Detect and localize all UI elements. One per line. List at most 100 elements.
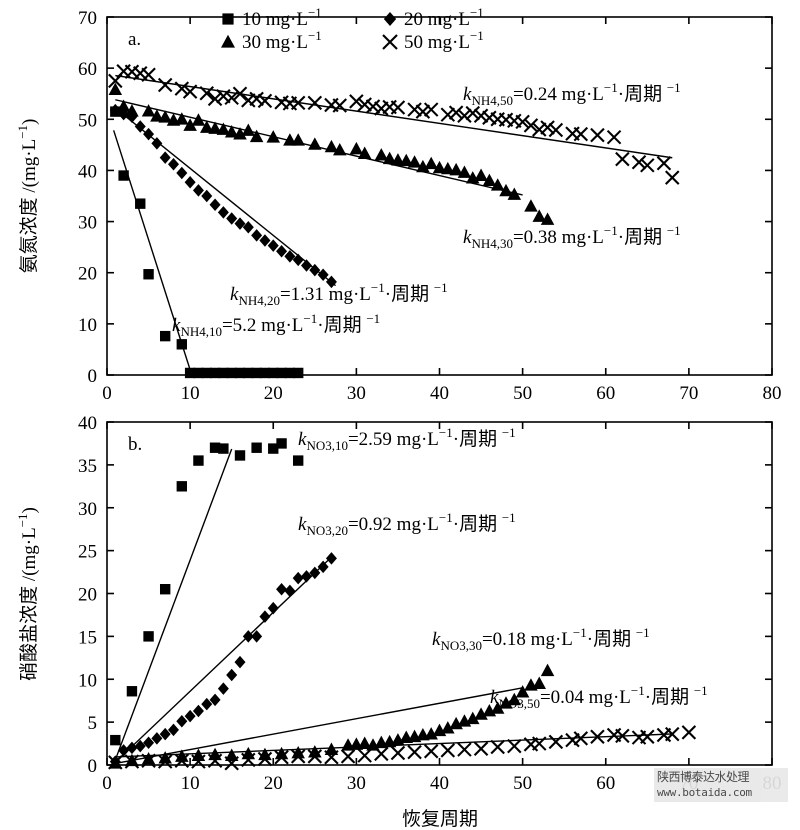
diamond-marker xyxy=(309,566,321,580)
cross-marker xyxy=(640,158,655,173)
x-tick-label: 40 xyxy=(430,383,449,400)
x-tick-label: 60 xyxy=(596,383,615,400)
series-triangle xyxy=(108,82,555,225)
cross-marker xyxy=(332,98,347,113)
triangle-marker xyxy=(333,142,347,156)
y-tick-label: 50 xyxy=(78,110,97,131)
diamond-marker xyxy=(309,263,321,277)
triangle-marker xyxy=(391,153,405,166)
cross-marker xyxy=(473,108,489,123)
legend-square-marker xyxy=(222,13,234,25)
cross-marker xyxy=(407,102,422,117)
diamond-marker xyxy=(242,220,254,234)
x-tick-label: 60 xyxy=(596,773,615,794)
square-marker xyxy=(201,367,212,379)
square-marker xyxy=(268,367,279,379)
triangle-marker xyxy=(524,199,538,212)
cross-marker xyxy=(606,129,622,145)
triangle-marker xyxy=(221,34,235,48)
square-marker xyxy=(118,170,129,181)
cross-marker xyxy=(590,729,605,744)
triangle-marker xyxy=(499,183,513,197)
cross-marker xyxy=(141,67,156,83)
diamond-marker xyxy=(143,127,155,141)
diamond-marker xyxy=(184,175,196,189)
diamond-marker xyxy=(301,570,312,583)
diamond-marker xyxy=(325,275,337,289)
y-tick-label: 25 xyxy=(78,542,97,563)
x-tick-label: 20 xyxy=(264,773,283,794)
y-tick-label: 20 xyxy=(78,264,97,285)
square-marker xyxy=(159,584,171,595)
cross-marker xyxy=(382,34,398,50)
diamond-marker xyxy=(234,655,246,669)
cross-marker xyxy=(374,746,389,762)
cross-marker xyxy=(290,95,306,111)
series-cross xyxy=(108,725,697,771)
cross-marker xyxy=(324,750,339,765)
triangle-marker xyxy=(224,125,239,138)
series-cross xyxy=(108,63,680,185)
square-marker xyxy=(143,269,154,280)
y-axis-title: 硝酸盐浓度 /(mg·L−1) xyxy=(15,507,40,681)
cross-marker xyxy=(191,754,206,769)
triangle-marker xyxy=(158,110,172,123)
diamond-marker xyxy=(267,601,279,615)
triangle-marker xyxy=(490,701,505,714)
triangle-marker xyxy=(532,676,546,689)
triangle-marker xyxy=(441,161,455,175)
cross-marker xyxy=(415,104,431,119)
triangle-marker xyxy=(324,139,339,153)
cross-marker xyxy=(457,742,472,757)
square-marker xyxy=(259,367,271,379)
diamond-marker xyxy=(226,212,238,225)
square-marker xyxy=(126,686,138,697)
triangle-marker xyxy=(274,746,289,760)
square-marker xyxy=(276,438,287,449)
legend-triangle-marker xyxy=(221,34,235,48)
square-marker xyxy=(218,443,229,454)
cross-marker xyxy=(665,726,680,742)
triangle-marker xyxy=(532,209,546,222)
cross-marker xyxy=(540,120,555,135)
legend-label-1: 20 mg·L−1 xyxy=(404,5,484,30)
triangle-marker xyxy=(357,146,372,159)
diamond-marker xyxy=(284,250,296,263)
cross-marker xyxy=(523,118,539,133)
y-tick-label: 0 xyxy=(88,366,98,387)
cross-marker xyxy=(656,156,672,171)
square-marker xyxy=(251,367,262,379)
square-marker xyxy=(222,13,234,25)
panel-b-nitrate: 010203040506070800510152025303540b.硝酸盐浓度… xyxy=(0,400,800,830)
triangle-marker xyxy=(208,747,222,761)
square-marker xyxy=(234,367,246,379)
cross-marker xyxy=(448,105,464,120)
triangle-marker xyxy=(216,122,231,135)
cross-marker xyxy=(108,755,123,770)
cross-marker xyxy=(357,97,372,112)
triangle-marker xyxy=(357,736,372,749)
triangle-marker xyxy=(507,187,522,200)
cross-marker xyxy=(365,99,381,114)
triangle-marker xyxy=(349,141,364,155)
plot-frame xyxy=(106,421,773,766)
x-tick-label: 0 xyxy=(102,773,112,794)
annotation-k-no3-50: kNO3,50=0.04 mg·L−1·周期 −1 xyxy=(490,683,708,711)
cross-marker xyxy=(423,102,439,117)
triangle-marker xyxy=(324,742,339,755)
cross-marker xyxy=(340,749,356,764)
cross-marker xyxy=(390,745,406,761)
triangle-marker xyxy=(507,692,522,706)
cross-marker xyxy=(199,85,214,101)
cross-marker xyxy=(174,81,190,96)
cross-marker xyxy=(665,170,680,185)
annotation-k-nh4-30: kNH4,30=0.38 mg·L−1·周期 −1 xyxy=(463,223,681,251)
cross-marker xyxy=(532,122,547,137)
x-tick-label: 40 xyxy=(430,773,449,794)
diamond-marker xyxy=(159,727,171,741)
y-tick-label: 70 xyxy=(78,8,97,29)
diamond-marker xyxy=(134,739,146,753)
diamond-marker xyxy=(267,239,279,252)
triangle-marker xyxy=(141,751,156,765)
square-marker xyxy=(193,455,204,466)
